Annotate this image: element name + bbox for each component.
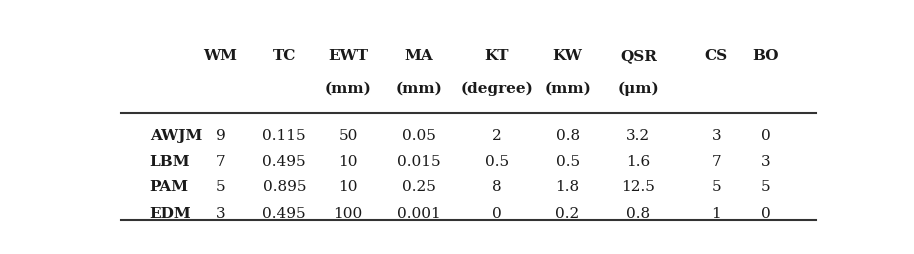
Text: 5: 5: [761, 180, 771, 194]
Text: 0.5: 0.5: [484, 154, 509, 168]
Text: 0.05: 0.05: [402, 129, 436, 143]
Text: 3: 3: [761, 154, 771, 168]
Text: 9: 9: [216, 129, 226, 143]
Text: TC: TC: [272, 49, 296, 63]
Text: BO: BO: [753, 49, 779, 63]
Text: QSR: QSR: [620, 49, 657, 63]
Text: 0.015: 0.015: [397, 154, 441, 168]
Text: 0.8: 0.8: [626, 207, 651, 221]
Text: 0: 0: [492, 207, 502, 221]
Text: 8: 8: [492, 180, 502, 194]
Text: (μm): (μm): [618, 82, 659, 96]
Text: 1: 1: [711, 207, 721, 221]
Text: 10: 10: [338, 154, 357, 168]
Text: 2: 2: [492, 129, 502, 143]
Text: 1.8: 1.8: [556, 180, 579, 194]
Text: 12.5: 12.5: [622, 180, 655, 194]
Text: PAM: PAM: [150, 180, 189, 194]
Text: (mm): (mm): [324, 82, 371, 96]
Text: 7: 7: [711, 154, 721, 168]
Text: EDM: EDM: [150, 207, 191, 221]
Text: MA: MA: [405, 49, 433, 63]
Text: AWJM: AWJM: [150, 129, 202, 143]
Text: 0: 0: [761, 207, 771, 221]
Text: 5: 5: [216, 180, 226, 194]
Text: KW: KW: [553, 49, 582, 63]
Text: 0.001: 0.001: [397, 207, 441, 221]
Text: (degree): (degree): [461, 82, 533, 96]
Text: 10: 10: [338, 180, 357, 194]
Text: (mm): (mm): [396, 82, 442, 96]
Text: 3: 3: [216, 207, 226, 221]
Text: 0.895: 0.895: [262, 180, 306, 194]
Text: LBM: LBM: [150, 154, 190, 168]
Text: 3.2: 3.2: [626, 129, 651, 143]
Text: 0.25: 0.25: [402, 180, 436, 194]
Text: 7: 7: [216, 154, 226, 168]
Text: 0.495: 0.495: [262, 154, 306, 168]
Text: 0.495: 0.495: [262, 207, 306, 221]
Text: (mm): (mm): [544, 82, 591, 96]
Text: 3: 3: [711, 129, 721, 143]
Text: WM: WM: [204, 49, 238, 63]
Text: 5: 5: [711, 180, 721, 194]
Text: 0: 0: [761, 129, 771, 143]
Text: 0.5: 0.5: [556, 154, 579, 168]
Text: CS: CS: [705, 49, 728, 63]
Text: 50: 50: [338, 129, 357, 143]
Text: KT: KT: [484, 49, 509, 63]
Text: 100: 100: [334, 207, 363, 221]
Text: EWT: EWT: [328, 49, 368, 63]
Text: 0.2: 0.2: [556, 207, 579, 221]
Text: 0.8: 0.8: [556, 129, 579, 143]
Text: 1.6: 1.6: [626, 154, 651, 168]
Text: 0.115: 0.115: [262, 129, 306, 143]
